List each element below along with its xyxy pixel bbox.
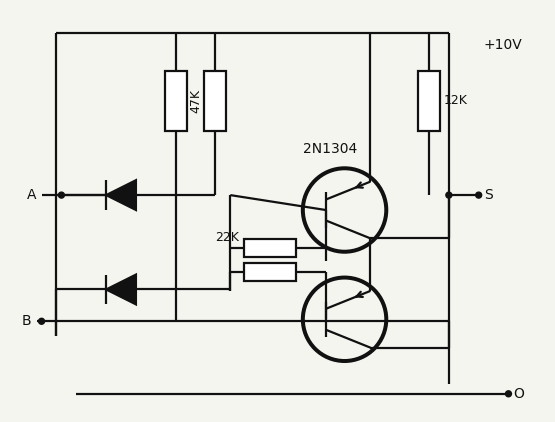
Bar	[165, 71, 186, 130]
Text: +10V: +10V	[483, 38, 522, 52]
Text: 12K: 12K	[444, 94, 468, 107]
Polygon shape	[106, 180, 136, 210]
Polygon shape	[106, 275, 136, 304]
Bar	[244, 239, 296, 257]
Text: B: B	[22, 314, 32, 328]
Text: A: A	[27, 188, 37, 202]
Text: 22K: 22K	[215, 231, 239, 244]
Text: S: S	[483, 188, 492, 202]
Bar	[204, 71, 226, 130]
Text: 2N1304: 2N1304	[302, 142, 357, 157]
Text: 47K: 47K	[189, 89, 202, 113]
Circle shape	[58, 192, 64, 198]
Circle shape	[39, 318, 44, 324]
Circle shape	[476, 192, 482, 198]
Text: O: O	[513, 387, 524, 401]
Bar	[418, 71, 440, 130]
Bar	[244, 262, 296, 281]
Circle shape	[446, 192, 452, 198]
Circle shape	[506, 391, 512, 397]
